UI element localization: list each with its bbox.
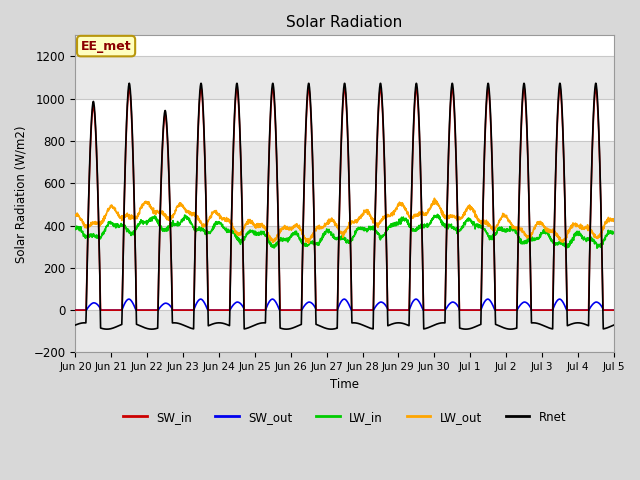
Rnet (563, 268, 570, 274)
SW_in (221, 307, 229, 313)
LW_in (372, 228, 380, 234)
X-axis label: Time: Time (330, 378, 359, 391)
LW_out (563, 235, 570, 241)
Rnet (372, 182, 380, 188)
SW_out (563, 307, 570, 312)
Rnet (282, 326, 290, 332)
LW_in (360, 225, 368, 231)
LW_in (610, 230, 618, 236)
LW_in (501, 227, 509, 232)
Bar (76, 310, 614, 352)
SW_in (610, 307, 618, 313)
SW_in (592, 85, 600, 91)
Bar (76, 141, 614, 183)
SW_in (72, 307, 79, 313)
Title: Solar Radiation: Solar Radiation (287, 15, 403, 30)
SW_in (563, 256, 570, 262)
LW_out (610, 216, 618, 222)
LW_out (305, 240, 312, 246)
Line: LW_out: LW_out (76, 198, 614, 243)
Bar (76, 226, 614, 268)
LW_out (372, 221, 380, 227)
Y-axis label: Solar Radiation (W/m2): Solar Radiation (W/m2) (15, 125, 28, 263)
Rnet (577, 320, 585, 326)
Bar (76, 57, 614, 99)
SW_out (610, 307, 618, 313)
LW_in (221, 227, 229, 233)
SW_in (577, 307, 585, 313)
SW_out (372, 304, 380, 310)
Line: Rnet: Rnet (76, 83, 614, 329)
SW_out (556, 296, 563, 302)
SW_out (72, 307, 79, 313)
Rnet (610, 322, 618, 328)
SW_out (360, 307, 368, 313)
LW_out (502, 214, 509, 220)
Line: SW_out: SW_out (76, 299, 614, 310)
Rnet (360, 323, 368, 328)
Rnet (592, 80, 600, 86)
LW_in (577, 232, 585, 238)
LW_in (434, 212, 442, 217)
Rnet (221, 321, 229, 327)
LW_out (72, 212, 79, 218)
LW_in (72, 227, 79, 232)
SW_in (360, 307, 368, 313)
LW_out (360, 209, 368, 215)
SW_out (577, 307, 585, 313)
Line: SW_in: SW_in (76, 88, 614, 310)
Rnet (501, 325, 509, 331)
LW_out (431, 195, 438, 201)
Rnet (72, 322, 79, 328)
SW_in (372, 195, 380, 201)
LW_out (578, 226, 586, 232)
SW_out (221, 307, 229, 313)
LW_in (593, 245, 601, 251)
SW_in (501, 307, 509, 313)
SW_out (501, 307, 509, 313)
Text: EE_met: EE_met (81, 40, 131, 53)
LW_in (563, 243, 570, 249)
Legend: SW_in, SW_out, LW_in, LW_out, Rnet: SW_in, SW_out, LW_in, LW_out, Rnet (118, 406, 571, 428)
LW_out (221, 217, 229, 223)
Line: LW_in: LW_in (76, 215, 614, 248)
